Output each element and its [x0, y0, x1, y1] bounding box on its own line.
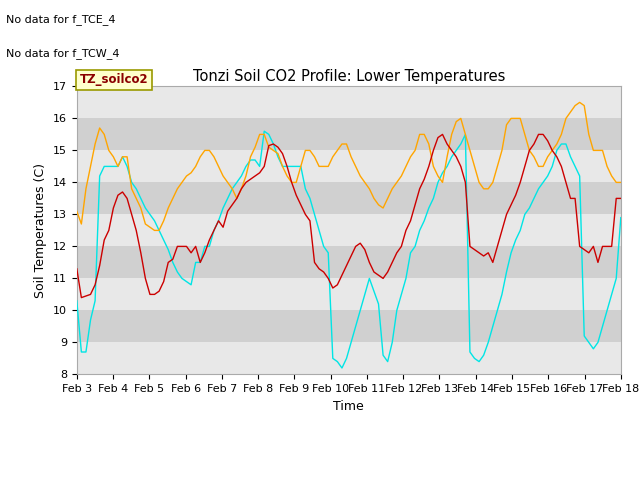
X-axis label: Time: Time [333, 400, 364, 413]
Bar [77, 342, 621, 374]
Bar [77, 246, 621, 278]
Bar [77, 182, 621, 215]
Y-axis label: Soil Temperatures (C): Soil Temperatures (C) [35, 163, 47, 298]
Title: Tonzi Soil CO2 Profile: Lower Temperatures: Tonzi Soil CO2 Profile: Lower Temperatur… [193, 69, 505, 84]
Bar [77, 86, 621, 119]
Text: TZ_soilco2: TZ_soilco2 [79, 73, 148, 86]
Text: No data for f_TCW_4: No data for f_TCW_4 [6, 48, 120, 59]
Text: No data for f_TCE_4: No data for f_TCE_4 [6, 14, 116, 25]
Bar [77, 119, 621, 150]
Bar [77, 278, 621, 311]
Bar [77, 215, 621, 246]
Bar [77, 311, 621, 342]
Bar [77, 150, 621, 182]
